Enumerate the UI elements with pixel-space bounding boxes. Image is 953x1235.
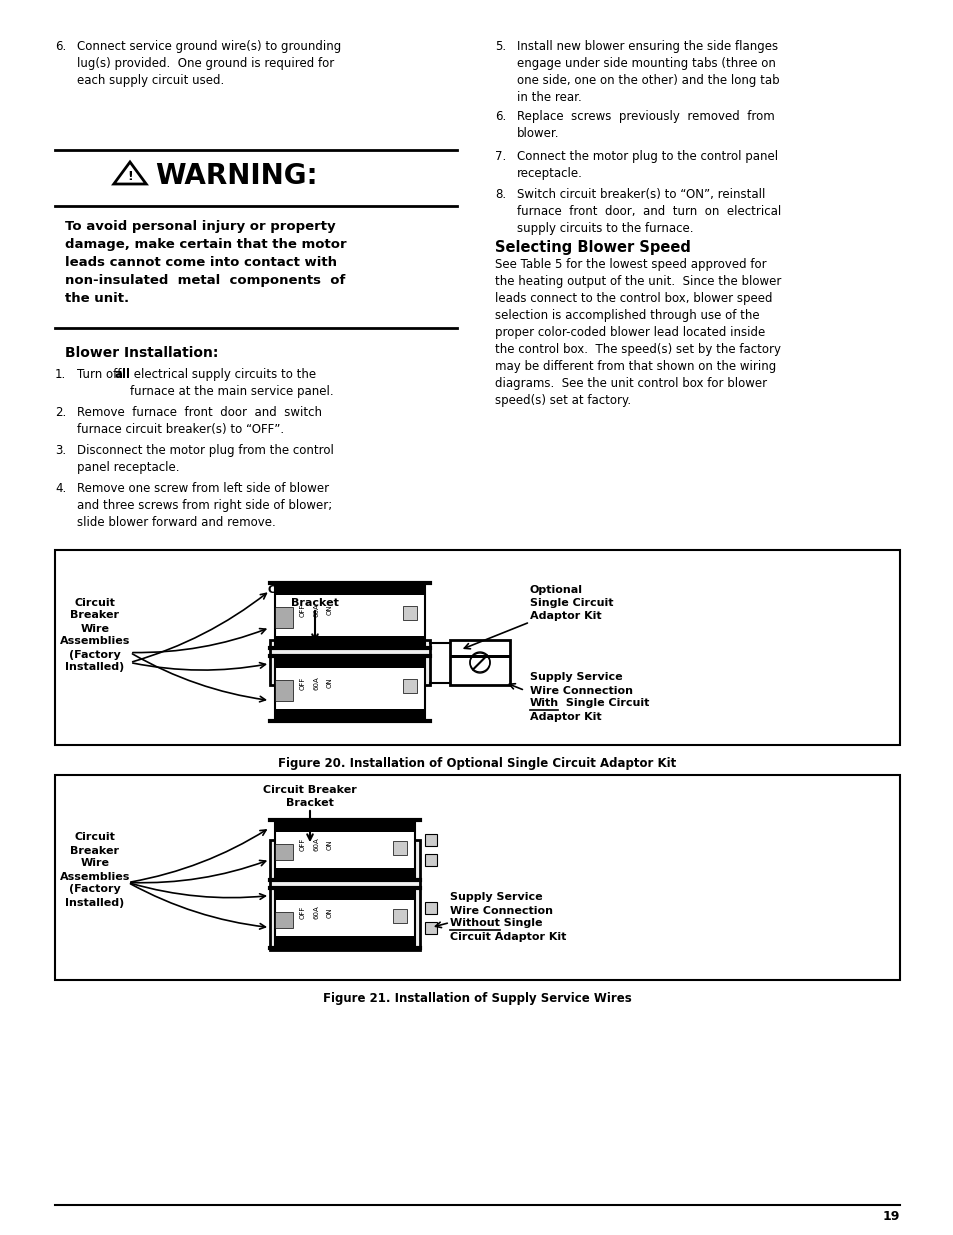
Text: ON: ON	[327, 678, 333, 688]
Text: 5.: 5.	[495, 40, 506, 53]
Text: ON: ON	[327, 605, 333, 615]
Text: 1.: 1.	[55, 368, 66, 382]
Bar	[274, 935, 415, 947]
FancyBboxPatch shape	[274, 888, 415, 947]
Text: Connect service ground wire(s) to grounding
lug(s) provided.  One ground is requ: Connect service ground wire(s) to ground…	[77, 40, 341, 86]
Bar	[393, 841, 407, 855]
Text: Switch circuit breaker(s) to “ON”, reinstall
furnace  front  door,  and  turn  o: Switch circuit breaker(s) to “ON”, reins…	[517, 188, 781, 235]
Text: Disconnect the motor plug from the control
panel receptacle.: Disconnect the motor plug from the contr…	[77, 445, 334, 474]
Text: Installed): Installed)	[66, 898, 125, 908]
FancyBboxPatch shape	[274, 820, 415, 879]
Text: 60A: 60A	[314, 676, 319, 690]
Text: OFF: OFF	[299, 677, 306, 689]
Text: See Table 5 for the lowest speed approved for
the heating output of the unit.  S: See Table 5 for the lowest speed approve…	[495, 258, 781, 408]
Text: Replace  screws  previously  removed  from
blower.: Replace screws previously removed from b…	[517, 110, 774, 140]
Bar	[274, 844, 293, 860]
Bar	[274, 583, 424, 594]
Text: Installed): Installed)	[66, 662, 125, 673]
Text: 7.: 7.	[495, 149, 506, 163]
Text: all: all	[115, 368, 131, 382]
Bar	[274, 606, 293, 627]
Bar	[393, 909, 407, 923]
Bar	[424, 902, 436, 914]
Text: Install new blower ensuring the side flanges
engage under side mounting tabs (th: Install new blower ensuring the side fla…	[517, 40, 779, 104]
Text: 19: 19	[882, 1210, 899, 1223]
Text: ON: ON	[327, 908, 333, 918]
Text: 60A: 60A	[314, 837, 319, 851]
Text: 6.: 6.	[55, 40, 66, 53]
Text: Wire: Wire	[80, 858, 110, 868]
Bar	[274, 820, 415, 831]
Text: OFF: OFF	[299, 604, 306, 616]
Text: Supply Service: Supply Service	[530, 673, 622, 683]
Text: Circuit Breaker: Circuit Breaker	[263, 785, 356, 795]
Text: Wire Connection: Wire Connection	[530, 685, 633, 695]
Text: Wire: Wire	[80, 624, 110, 634]
Text: electrical supply circuits to the
furnace at the main service panel.: electrical supply circuits to the furnac…	[130, 368, 334, 398]
Text: ON: ON	[327, 840, 333, 850]
Text: Adaptor Kit: Adaptor Kit	[530, 611, 601, 621]
Text: Turn off: Turn off	[77, 368, 125, 382]
Text: 2.: 2.	[55, 406, 66, 419]
FancyBboxPatch shape	[274, 583, 424, 647]
Bar	[402, 679, 416, 693]
Text: Supply Service: Supply Service	[450, 893, 542, 903]
Text: Single Circuit: Single Circuit	[530, 598, 613, 608]
Bar	[274, 636, 424, 647]
Text: Circuit: Circuit	[74, 598, 115, 608]
Text: 60A: 60A	[314, 603, 319, 616]
Text: Circuit Breaker: Circuit Breaker	[268, 585, 361, 595]
Bar	[274, 679, 293, 700]
Text: 4.: 4.	[55, 482, 66, 495]
Text: !: !	[127, 169, 132, 183]
Text: Figure 20. Installation of Optional Single Circuit Adaptor Kit: Figure 20. Installation of Optional Sing…	[277, 757, 676, 769]
Text: Figure 21. Installation of Supply Service Wires: Figure 21. Installation of Supply Servic…	[322, 992, 631, 1005]
Bar	[424, 921, 436, 934]
Bar	[274, 888, 415, 899]
Text: 8.: 8.	[495, 188, 506, 201]
Text: (Factory: (Factory	[69, 650, 121, 659]
Text: Selecting Blower Speed: Selecting Blower Speed	[495, 240, 690, 254]
Bar	[402, 606, 416, 620]
Bar	[450, 655, 510, 657]
Text: Single Circuit: Single Circuit	[561, 699, 649, 709]
Text: OFF: OFF	[299, 837, 306, 851]
Text: Remove  furnace  front  door  and  switch
furnace circuit breaker(s) to “OFF”.: Remove furnace front door and switch fur…	[77, 406, 322, 436]
FancyBboxPatch shape	[270, 840, 419, 950]
FancyBboxPatch shape	[55, 550, 899, 745]
Text: Circuit Adaptor Kit: Circuit Adaptor Kit	[450, 931, 566, 941]
Bar	[274, 709, 424, 720]
Text: Assemblies: Assemblies	[60, 872, 130, 882]
FancyBboxPatch shape	[270, 640, 430, 685]
Text: WARNING:: WARNING:	[154, 162, 317, 190]
Text: Circuit: Circuit	[74, 832, 115, 842]
Text: Remove one screw from left side of blower
and three screws from right side of bl: Remove one screw from left side of blowe…	[77, 482, 332, 529]
FancyBboxPatch shape	[274, 656, 424, 720]
FancyBboxPatch shape	[450, 640, 510, 685]
Bar	[274, 656, 424, 667]
Text: OFF: OFF	[299, 905, 306, 919]
Bar	[424, 834, 436, 846]
FancyBboxPatch shape	[55, 776, 899, 981]
Text: With: With	[530, 699, 558, 709]
Bar	[274, 911, 293, 927]
Bar	[424, 853, 436, 866]
Text: Bracket: Bracket	[286, 798, 334, 808]
Text: Breaker: Breaker	[71, 610, 119, 620]
Text: Optional: Optional	[530, 585, 582, 595]
Text: 60A: 60A	[314, 905, 319, 919]
Text: Connect the motor plug to the control panel
receptacle.: Connect the motor plug to the control pa…	[517, 149, 778, 180]
Text: Breaker: Breaker	[71, 846, 119, 856]
Text: Wire Connection: Wire Connection	[450, 905, 553, 915]
Text: Bracket: Bracket	[291, 598, 338, 608]
Text: (Factory: (Factory	[69, 884, 121, 894]
Text: Without Single: Without Single	[450, 919, 542, 929]
Text: Assemblies: Assemblies	[60, 636, 130, 646]
Text: Blower Installation:: Blower Installation:	[65, 346, 218, 359]
Bar	[274, 867, 415, 879]
Text: 6.: 6.	[495, 110, 506, 124]
Text: Adaptor Kit: Adaptor Kit	[530, 711, 601, 721]
Text: 3.: 3.	[55, 445, 66, 457]
Text: To avoid personal injury or property
damage, make certain that the motor
leads c: To avoid personal injury or property dam…	[65, 220, 346, 305]
